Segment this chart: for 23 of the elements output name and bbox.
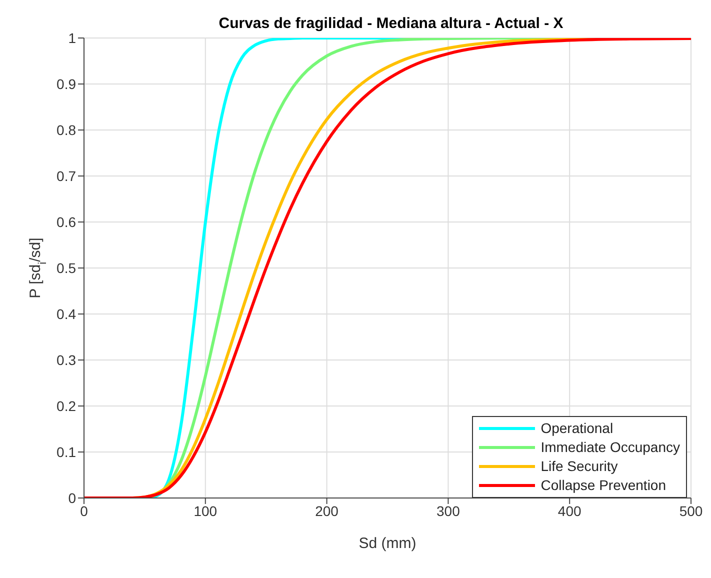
x-tick-label: 300 [436,502,460,519]
x-tick-label: 100 [194,502,218,519]
legend-label: Operational [540,419,614,438]
x-tick-label: 0 [80,502,88,519]
y-tick-label: 0.9 [56,76,76,92]
x-tick-label: 400 [558,502,582,519]
y-tick-label: 0.8 [56,122,76,138]
legend-label: Collapse Prevention [540,476,666,495]
y-tick-label: 0.2 [56,398,76,414]
y-tick-label: 0.3 [56,352,76,368]
chart-title: Curvas de fragilidad - Mediana altura - Actual - X [218,15,564,32]
legend-label: Life Security [540,457,618,476]
y-tick-label: 0.7 [56,168,76,184]
y-tick-label: 0.5 [56,260,76,276]
x-axis-title: Sd (mm) [358,535,416,552]
y-tick-label: 0.4 [56,306,76,322]
x-tick-label: 200 [315,502,339,519]
y-tick-label: 0.1 [56,444,76,460]
y-tick-label: 0 [68,490,76,506]
y-tick-label: 0.6 [56,214,76,230]
y-tick-label: 1 [68,30,76,46]
legend-label: Immediate Occupancy [540,438,680,457]
x-tick-label: 500 [679,502,703,519]
